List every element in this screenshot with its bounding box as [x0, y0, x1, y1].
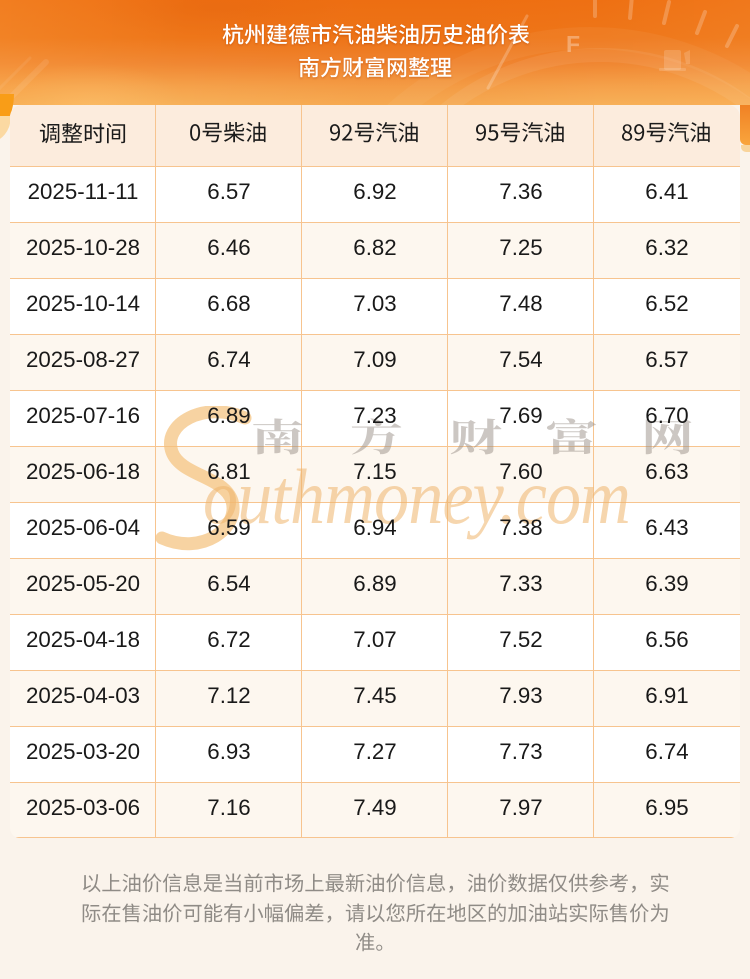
svg-text:F: F: [566, 31, 580, 57]
